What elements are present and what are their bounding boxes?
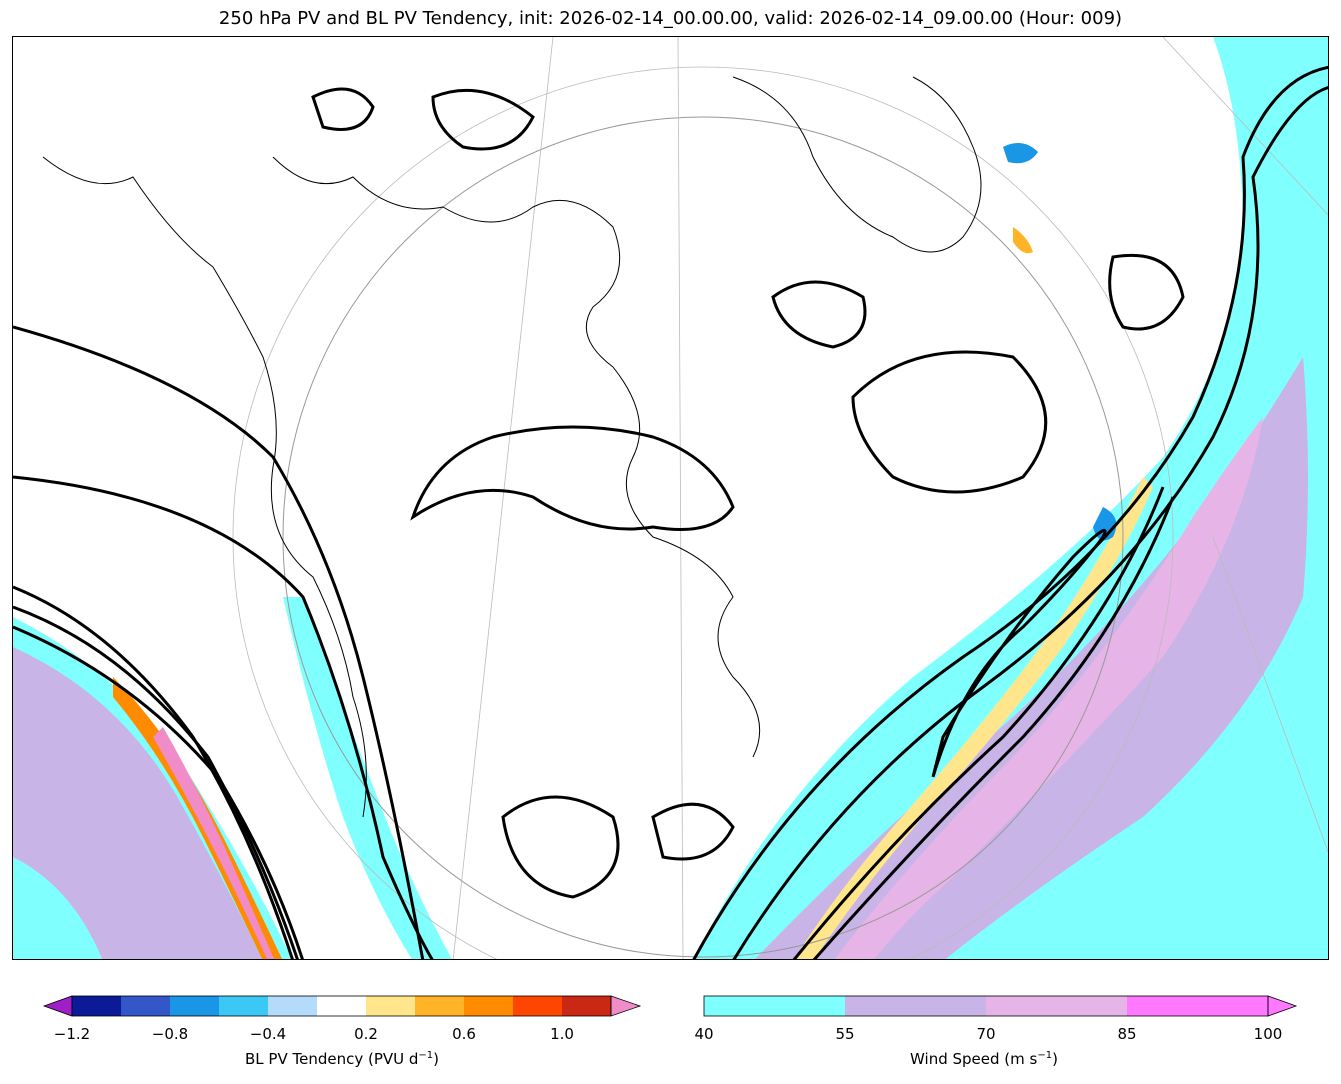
pv-colorbar-label: BL PV Tendency (PVU d−1)	[244, 1050, 440, 1068]
pv-tendency-spot-north-warm	[1013, 227, 1033, 254]
wind-colorbar-tick: 100	[1253, 1025, 1283, 1043]
pv-contour-17	[771, 280, 867, 349]
map-panel	[12, 36, 1329, 960]
pv-colorbar-over-extension	[610, 995, 642, 1017]
pv-contour-16	[311, 87, 375, 131]
pv-contour-18	[651, 802, 735, 861]
pv-contour-13	[501, 795, 620, 899]
pv-colorbar-bin	[317, 996, 366, 1016]
pv-colorbar-outline	[71, 995, 612, 1017]
pv-contour-11	[410, 425, 735, 531]
wind-colorbar-bin	[704, 996, 845, 1016]
graticule-meridian-3	[1162, 37, 1328, 216]
pv-colorbar-tick: 1.0	[550, 1025, 574, 1043]
pv-tendency-colorbar	[42, 995, 642, 1017]
wind-speed-shading-east-core	[754, 357, 1308, 959]
graticule-circle-outer	[232, 66, 1174, 959]
pv-contour-2	[13, 605, 299, 959]
graticule-meridian-2	[452, 37, 554, 959]
wind-speed-shading-central	[283, 597, 452, 959]
pv-colorbar-under-extension	[42, 995, 73, 1017]
pv-colorbar-bin	[72, 996, 121, 1016]
pv-contour-14	[1108, 253, 1185, 331]
coastline-west	[42, 156, 367, 818]
wind-colorbar-tick: 55	[835, 1025, 855, 1043]
wind-colorbar-tick: 40	[694, 1025, 714, 1043]
pv-colorbar-bin	[170, 996, 219, 1016]
wind-colorbar-tick: 85	[1117, 1025, 1137, 1043]
wind-colorbar-bin	[1127, 996, 1268, 1016]
wind-colorbar-label: Wind Speed (m s−1)	[910, 1050, 1058, 1068]
wind-speed-shading-west-core	[13, 647, 263, 959]
pv-contour-12	[851, 350, 1048, 494]
wind-speed-colorbar	[703, 995, 1298, 1017]
pv-contour-10	[931, 528, 1107, 778]
pv-colorbar-bin	[464, 996, 513, 1016]
pv-colorbar-bin	[562, 996, 611, 1016]
pv-colorbar-bin	[121, 996, 170, 1016]
pv-colorbar-tick: −0.4	[249, 1025, 287, 1043]
pv-tendency-spot-north	[1003, 143, 1038, 164]
pv-colorbar-bin	[415, 996, 464, 1016]
pv-contour-9	[812, 496, 1175, 959]
figure-title: 250 hPa PV and BL PV Tendency, init: 202…	[218, 8, 1123, 29]
wind-colorbar-over-extension	[1267, 995, 1298, 1017]
pv-colorbar-bin	[366, 996, 415, 1016]
pv-colorbar-bin	[268, 996, 317, 1016]
wind-colorbar-tick: 70	[976, 1025, 996, 1043]
graticule-meridian-4	[1212, 536, 1328, 853]
pv-contour-4	[13, 475, 434, 959]
coastline-greenland	[732, 76, 982, 253]
wind-colorbar-bin	[986, 996, 1127, 1016]
wind-colorbar-outline	[703, 995, 1269, 1017]
pv-contour-15	[431, 88, 535, 151]
pv-tendency-band-east	[794, 477, 1153, 959]
pv-colorbar-tick: −0.8	[151, 1025, 189, 1043]
pv-contour-5	[13, 325, 425, 959]
wind-colorbar-bin	[845, 996, 986, 1016]
pv-colorbar-tick: 0.6	[452, 1025, 476, 1043]
pv-contour-6	[692, 65, 1328, 959]
pv-contour-3	[13, 625, 304, 959]
graticule-meridian-1	[677, 37, 684, 959]
pv-colorbar-tick: −1.2	[53, 1025, 91, 1043]
pv-colorbar-tick: 0.2	[354, 1025, 378, 1043]
pv-contour-7	[732, 86, 1328, 959]
coastline	[272, 156, 761, 758]
pv-colorbar-bin	[513, 996, 562, 1016]
pv-colorbar-bin	[219, 996, 268, 1016]
pv-tendency-band-west-core	[153, 727, 275, 959]
pv-contour-8	[792, 486, 1165, 959]
graticule-circle-inner	[282, 116, 1124, 958]
